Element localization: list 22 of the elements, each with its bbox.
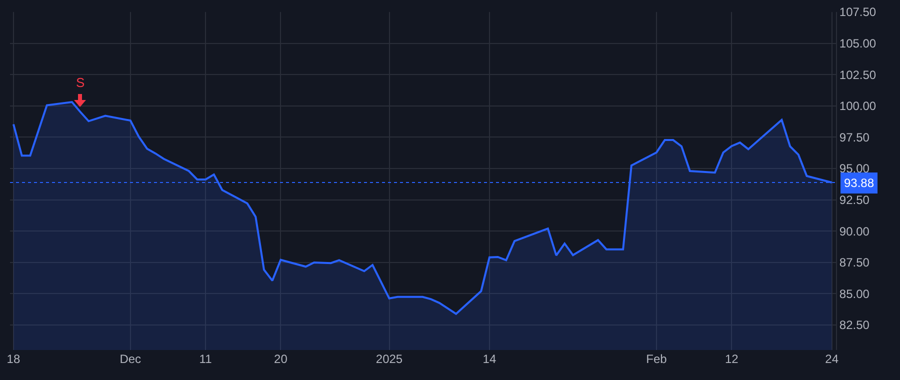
x-tick-label: 24 — [825, 352, 839, 366]
y-tick-label: 107.50 — [839, 5, 876, 20]
y-tick-label: 95.00 — [839, 162, 870, 176]
x-tick-label: 20 — [274, 352, 288, 366]
y-tick-label: 105.00 — [839, 36, 876, 50]
x-tick-label: 14 — [482, 352, 496, 366]
x-tick-label: 18 — [6, 352, 20, 366]
x-tick-label: Feb — [646, 352, 668, 366]
annotation: S — [76, 75, 85, 90]
x-tick-label: 12 — [724, 352, 739, 366]
y-tick-label: 87.50 — [839, 256, 870, 270]
y-tick-label: 102.50 — [839, 68, 876, 82]
x-tick-label: Dec — [120, 352, 142, 366]
y-tick-label: 97.50 — [839, 130, 870, 144]
y-tick-label: 92.50 — [839, 192, 870, 207]
y-tick-label: 90.00 — [839, 224, 870, 238]
x-tick-label: 2025 — [376, 352, 403, 366]
y-tick-label: 100.00 — [839, 99, 876, 114]
y-tick-label: 82.50 — [839, 318, 870, 332]
x-tick-label: 11 — [199, 352, 212, 366]
ref-line-label: 93.88 — [844, 176, 874, 190]
y-tick-label: 85.00 — [839, 286, 870, 301]
